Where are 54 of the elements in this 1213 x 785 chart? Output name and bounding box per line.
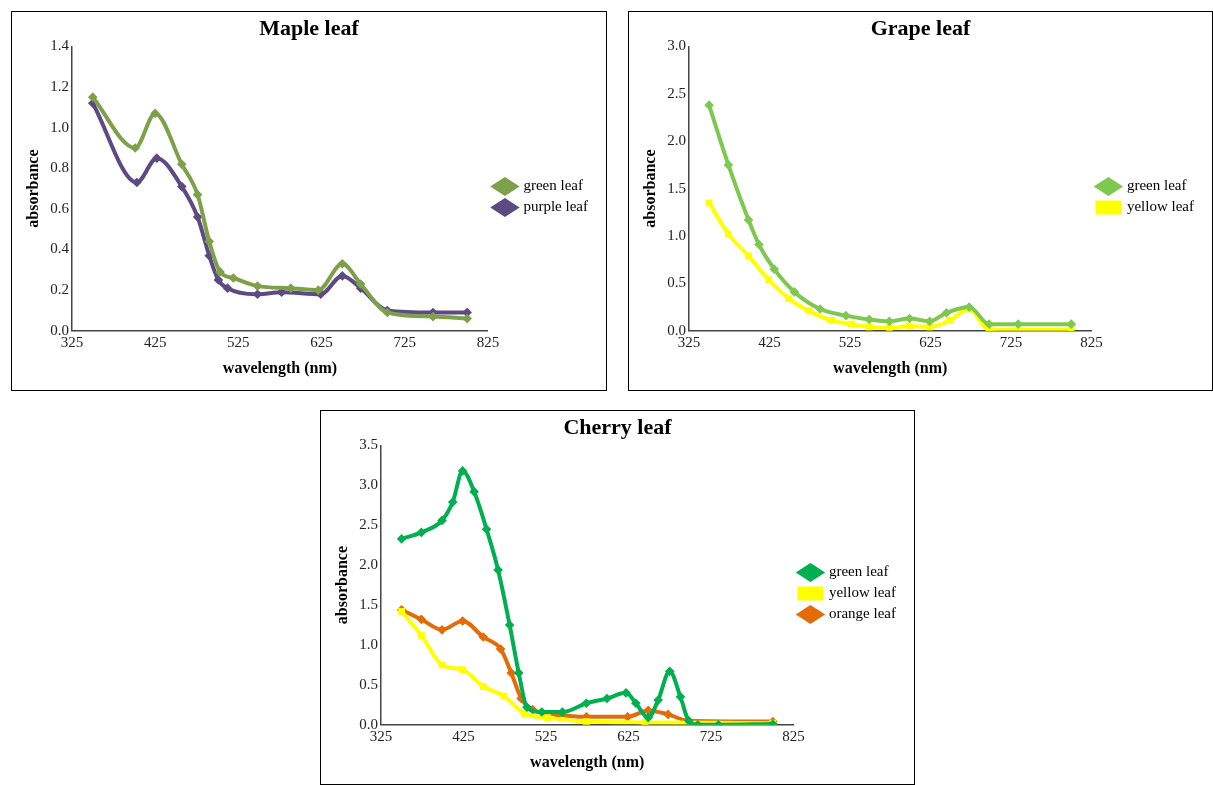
y-axis-title: absorbance	[332, 545, 350, 625]
legend-label: purple leaf	[523, 198, 589, 215]
y-tick-label: 0.0	[667, 321, 686, 338]
x-axis-title: wavelength (nm)	[833, 358, 948, 377]
y-tick-label: 0.4	[50, 240, 70, 257]
y-tick-label: 2.5	[359, 516, 378, 533]
y-tick-label: 1.0	[50, 118, 69, 135]
chart-title: Maple leaf	[259, 14, 360, 40]
x-tick-label: 625	[617, 727, 640, 744]
chart-title: Cherry leaf	[563, 413, 673, 439]
x-tick-label: 725	[699, 727, 723, 744]
legend-label: green leaf	[828, 563, 889, 580]
x-tick-label: 425	[143, 333, 167, 350]
x-tick-label: 525	[838, 333, 862, 350]
y-tick-label: 3.0	[667, 37, 686, 54]
x-tick-label: 425	[452, 727, 475, 744]
y-tick-label: 1.0	[359, 635, 378, 652]
y-tick-label: 1.5	[359, 595, 378, 612]
x-tick-label: 525	[534, 727, 558, 744]
y-tick-label: 1.2	[50, 77, 69, 94]
y-tick-label: 0.0	[50, 321, 69, 338]
legend-label: yellow leaf	[1126, 198, 1195, 215]
x-tick-label: 625	[310, 333, 333, 350]
x-tick-label: 825	[476, 333, 500, 350]
legend-label: green leaf	[1126, 177, 1187, 194]
y-tick-label: 0.5	[667, 274, 686, 291]
x-tick-label: 725	[393, 333, 416, 350]
y-tick-label: 2.5	[667, 84, 686, 101]
chart-title: Grape leaf	[870, 14, 971, 40]
y-tick-label: 3.5	[359, 436, 378, 453]
x-tick-label: 725	[999, 333, 1023, 350]
y-tick-label: 0.5	[359, 675, 378, 692]
y-tick-label: 1.4	[50, 37, 70, 54]
y-tick-label: 2.0	[667, 132, 686, 149]
legend-label: yellow leaf	[828, 584, 897, 601]
y-tick-label: 0.2	[50, 281, 69, 298]
x-tick-label: 825	[782, 727, 805, 744]
y-tick-label: 2.0	[359, 556, 378, 573]
y-tick-label: 3.0	[359, 476, 378, 493]
y-tick-label: 0.6	[50, 199, 70, 216]
y-axis-title: absorbance	[640, 149, 658, 228]
y-tick-label: 1.5	[667, 179, 686, 196]
y-tick-label: 1.0	[667, 226, 686, 243]
x-tick-label: 525	[227, 333, 250, 350]
x-tick-label: 625	[919, 333, 942, 350]
legend-label: orange leaf	[828, 605, 896, 622]
y-tick-label: 0.0	[359, 715, 378, 732]
x-tick-label: 425	[758, 333, 781, 350]
y-tick-label: 0.8	[50, 159, 69, 176]
x-tick-label: 825	[1080, 333, 1103, 350]
x-axis-title: wavelength (nm)	[530, 752, 645, 771]
x-axis-title: wavelength (nm)	[222, 358, 338, 377]
y-axis-title: absorbance	[23, 149, 41, 228]
legend-label: green leaf	[523, 177, 583, 194]
